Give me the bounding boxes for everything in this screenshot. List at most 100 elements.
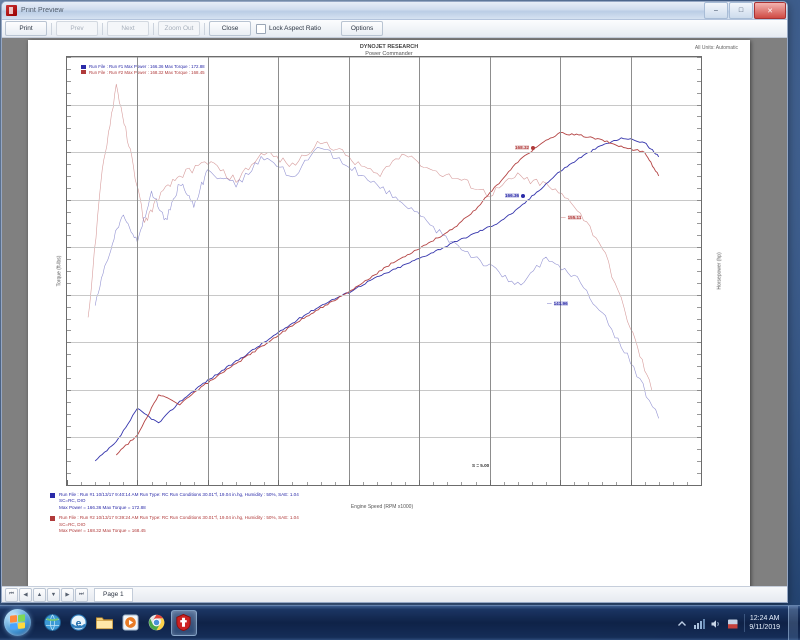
- gridline-horizontal: [67, 152, 701, 154]
- network-icon[interactable]: [693, 617, 706, 629]
- annotation-leader: —: [547, 301, 552, 306]
- show-hidden-icons-button[interactable]: [676, 617, 688, 629]
- next-page-button[interactable]: ▶: [61, 587, 74, 602]
- chart-units-note: All Units: Automatic: [694, 45, 738, 51]
- y-axis-minor-tick: [67, 413, 71, 415]
- x-axis-minor-tick: [179, 482, 181, 485]
- preview-page: DYNOJET RESEARCH Power Commander All Uni…: [28, 40, 750, 586]
- y-axis-minor-tick: [697, 259, 701, 261]
- gridline-vertical: [207, 57, 209, 485]
- x-axis-minor-tick: [686, 482, 688, 485]
- y-axis-left-label: Torque (ft-lbs): [56, 255, 63, 287]
- y-axis-minor-tick: [67, 152, 71, 154]
- y-axis-minor-tick: [67, 68, 71, 70]
- zoom-out-button[interactable]: Zoom Out: [158, 21, 200, 36]
- gridline-horizontal: [67, 199, 701, 201]
- window-controls[interactable]: – □ ✕: [703, 2, 786, 19]
- annotation-marker: [521, 193, 526, 198]
- taskbar-item-explorer[interactable]: [93, 611, 117, 635]
- flag-icon: [728, 619, 738, 629]
- x-axis-minor-tick: [602, 482, 604, 485]
- taskbar-quicklaunch[interactable]: e: [41, 610, 197, 636]
- x-axis-minor-tick: [405, 482, 407, 485]
- y-axis-minor-tick: [67, 378, 71, 379]
- prev-page-button[interactable]: Prev: [56, 21, 98, 36]
- lock-aspect-ratio-checkbox[interactable]: Lock Aspect Ratio: [256, 23, 321, 34]
- footer-lines-run1: Run File : Run #1 10/13/17 9:40:14 AM Ru…: [59, 492, 299, 510]
- windows-flag-icon: [10, 614, 25, 630]
- y-axis-minor-tick: [697, 57, 701, 58]
- action-center-icon[interactable]: [727, 617, 739, 629]
- taskbar-item-print-preview-app[interactable]: [171, 610, 197, 636]
- series-line-3: [87, 83, 652, 390]
- previous-page-button[interactable]: ◀: [19, 587, 32, 602]
- svg-text:e: e: [76, 618, 82, 629]
- print-button[interactable]: Print: [5, 21, 47, 36]
- annotation-torque-blue: —141.96: [547, 301, 568, 306]
- checkbox-box[interactable]: [256, 23, 266, 34]
- preview-scroll-area[interactable]: DYNOJET RESEARCH Power Commander All Uni…: [2, 38, 787, 586]
- clock-date: 9/11/2019: [749, 624, 780, 631]
- preview-statusbar[interactable]: ⏮ ◀ ▲ ▼ ▶ ⏭ Page 1: [2, 586, 787, 602]
- gridline-vertical: [630, 57, 632, 485]
- windows-taskbar[interactable]: e: [0, 605, 800, 640]
- close-preview-button[interactable]: Close: [209, 21, 251, 36]
- scroll-down-button[interactable]: ▼: [47, 587, 60, 602]
- x-axis-minor-tick: [109, 482, 111, 485]
- red-app-icon: [176, 613, 191, 632]
- taskbar-item-chrome[interactable]: [145, 611, 169, 635]
- window-titlebar[interactable]: Print Preview – □ ✕: [2, 2, 787, 20]
- preview-toolbar[interactable]: Print Prev Next Zoom Out Close Lock Aspe…: [2, 20, 787, 38]
- minimize-button[interactable]: –: [704, 2, 728, 19]
- toolbar-separator: [153, 22, 154, 35]
- options-button[interactable]: Options: [341, 21, 384, 36]
- x-axis-minor-tick: [193, 482, 195, 485]
- y-axis-minor-tick: [697, 485, 701, 486]
- show-desktop-button[interactable]: [788, 606, 798, 640]
- plot-wrapper: Torque (ft-lbs) Horsepower (hp) Run File…: [48, 56, 722, 510]
- system-tray[interactable]: 12:24 AM 9/11/2019: [676, 606, 800, 640]
- footer-legend-entry: Run File : Run #1 10/13/17 9:40:14 AM Ru…: [50, 492, 690, 510]
- annotation-value: 141.96: [553, 301, 568, 306]
- x-axis-minor-tick: [250, 482, 252, 485]
- y-axis-minor-tick: [697, 294, 701, 296]
- scroll-up-button[interactable]: ▲: [33, 587, 46, 602]
- taskbar-item-globe[interactable]: [41, 611, 65, 635]
- footer-legend-entry: Run File : Run #2 10/13/17 9:39:24 AM Ru…: [50, 515, 690, 533]
- x-axis-minor-tick: [207, 482, 209, 485]
- y-axis-minor-tick: [697, 199, 701, 201]
- close-button[interactable]: ✕: [754, 2, 786, 19]
- y-axis-minor-tick: [697, 354, 701, 356]
- first-page-button[interactable]: ⏮: [5, 587, 18, 602]
- y-axis-minor-tick: [67, 104, 71, 106]
- y-axis-minor-tick: [67, 425, 71, 427]
- y-axis-minor-tick: [67, 271, 71, 272]
- y-axis-minor-tick: [67, 461, 71, 463]
- y-axis-minor-tick: [697, 413, 701, 415]
- x-axis-minor-tick: [489, 482, 491, 485]
- y-axis-minor-tick: [67, 199, 71, 201]
- taskbar-item-media-player[interactable]: [119, 611, 143, 635]
- y-axis-minor-tick: [697, 164, 701, 165]
- x-axis-minor-tick: [348, 482, 350, 485]
- footer-line: Max Power = 168.32 Max Torque = 168.45: [59, 528, 146, 534]
- x-axis-minor-tick: [221, 482, 223, 485]
- y-axis-minor-tick: [67, 80, 71, 82]
- taskbar-clock[interactable]: 12:24 AM 9/11/2019: [744, 614, 786, 632]
- gridline-vertical: [137, 57, 139, 485]
- y-axis-minor-tick: [67, 247, 71, 249]
- maximize-button[interactable]: □: [729, 2, 753, 19]
- start-button[interactable]: [1, 607, 35, 639]
- annotation-peak-power-blue: 166.36: [505, 193, 526, 198]
- volume-icon[interactable]: [710, 617, 722, 629]
- next-page-button[interactable]: Next: [107, 21, 149, 36]
- taskbar-item-internet-explorer[interactable]: e: [67, 611, 91, 635]
- x-axis-minor-tick: [461, 482, 463, 485]
- y-axis-minor-tick: [67, 57, 71, 58]
- y-axis-minor-tick: [697, 187, 701, 189]
- legend-swatch-run2: [81, 70, 86, 74]
- last-page-button[interactable]: ⏭: [75, 587, 88, 602]
- y-axis-minor-tick: [697, 247, 701, 249]
- x-axis-minor-tick: [546, 482, 548, 485]
- y-axis-minor-tick: [697, 175, 701, 177]
